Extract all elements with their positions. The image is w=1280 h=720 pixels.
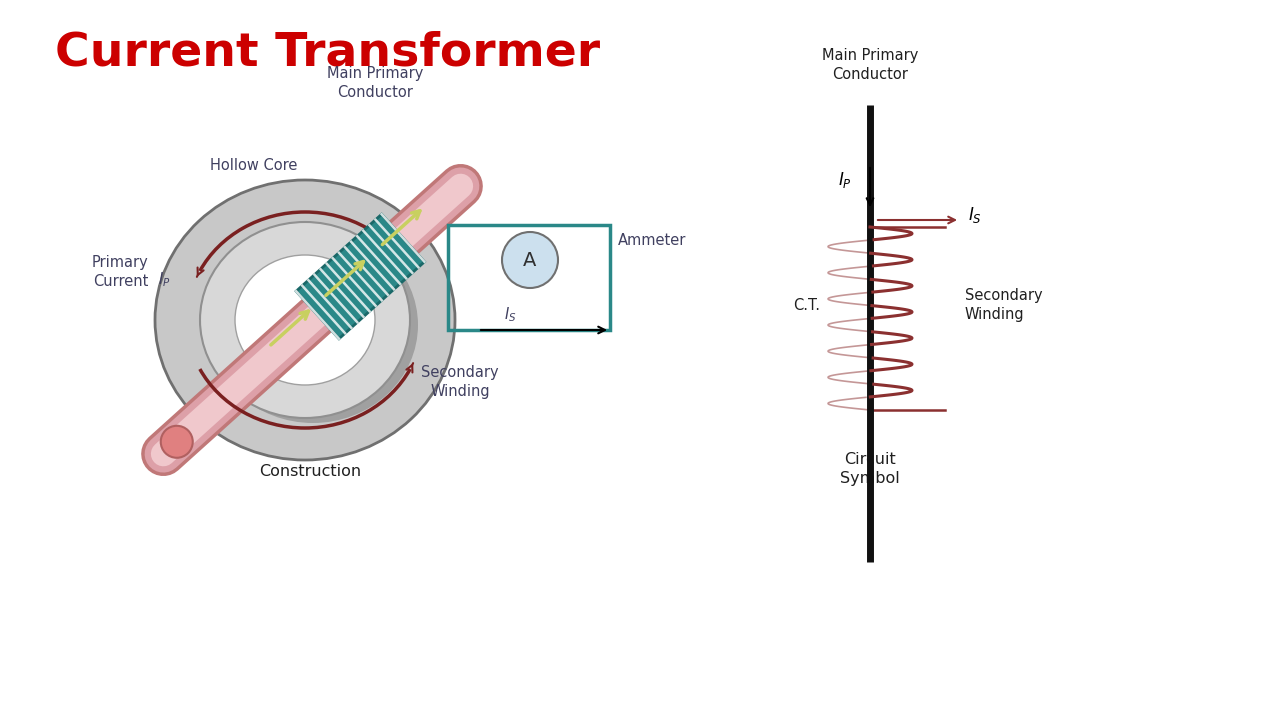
Text: Circuit
Symbol: Circuit Symbol [840, 452, 900, 485]
Text: Current Transformer: Current Transformer [55, 30, 600, 75]
Text: $I_S$: $I_S$ [504, 305, 516, 324]
Text: Hollow Core: Hollow Core [210, 158, 297, 173]
Text: Construction: Construction [259, 464, 361, 480]
Text: Secondary
Winding: Secondary Winding [421, 365, 499, 399]
Text: Ammeter: Ammeter [618, 233, 686, 248]
Text: A: A [524, 251, 536, 269]
Ellipse shape [200, 222, 410, 418]
Ellipse shape [207, 227, 419, 423]
Text: Main Primary
Conductor: Main Primary Conductor [822, 48, 918, 82]
Circle shape [161, 426, 193, 458]
Bar [296, 215, 425, 339]
Text: $I_S$: $I_S$ [968, 205, 982, 225]
Text: $I_P$: $I_P$ [157, 271, 170, 289]
Text: $I_P$: $I_P$ [838, 169, 852, 189]
Circle shape [502, 232, 558, 288]
Text: Main Primary
Conductor: Main Primary Conductor [326, 66, 424, 100]
Text: C.T.: C.T. [794, 297, 820, 312]
Text: Primary
Current: Primary Current [91, 255, 148, 289]
Text: Secondary
Winding: Secondary Winding [965, 288, 1043, 322]
Ellipse shape [236, 255, 375, 385]
Ellipse shape [155, 180, 454, 460]
